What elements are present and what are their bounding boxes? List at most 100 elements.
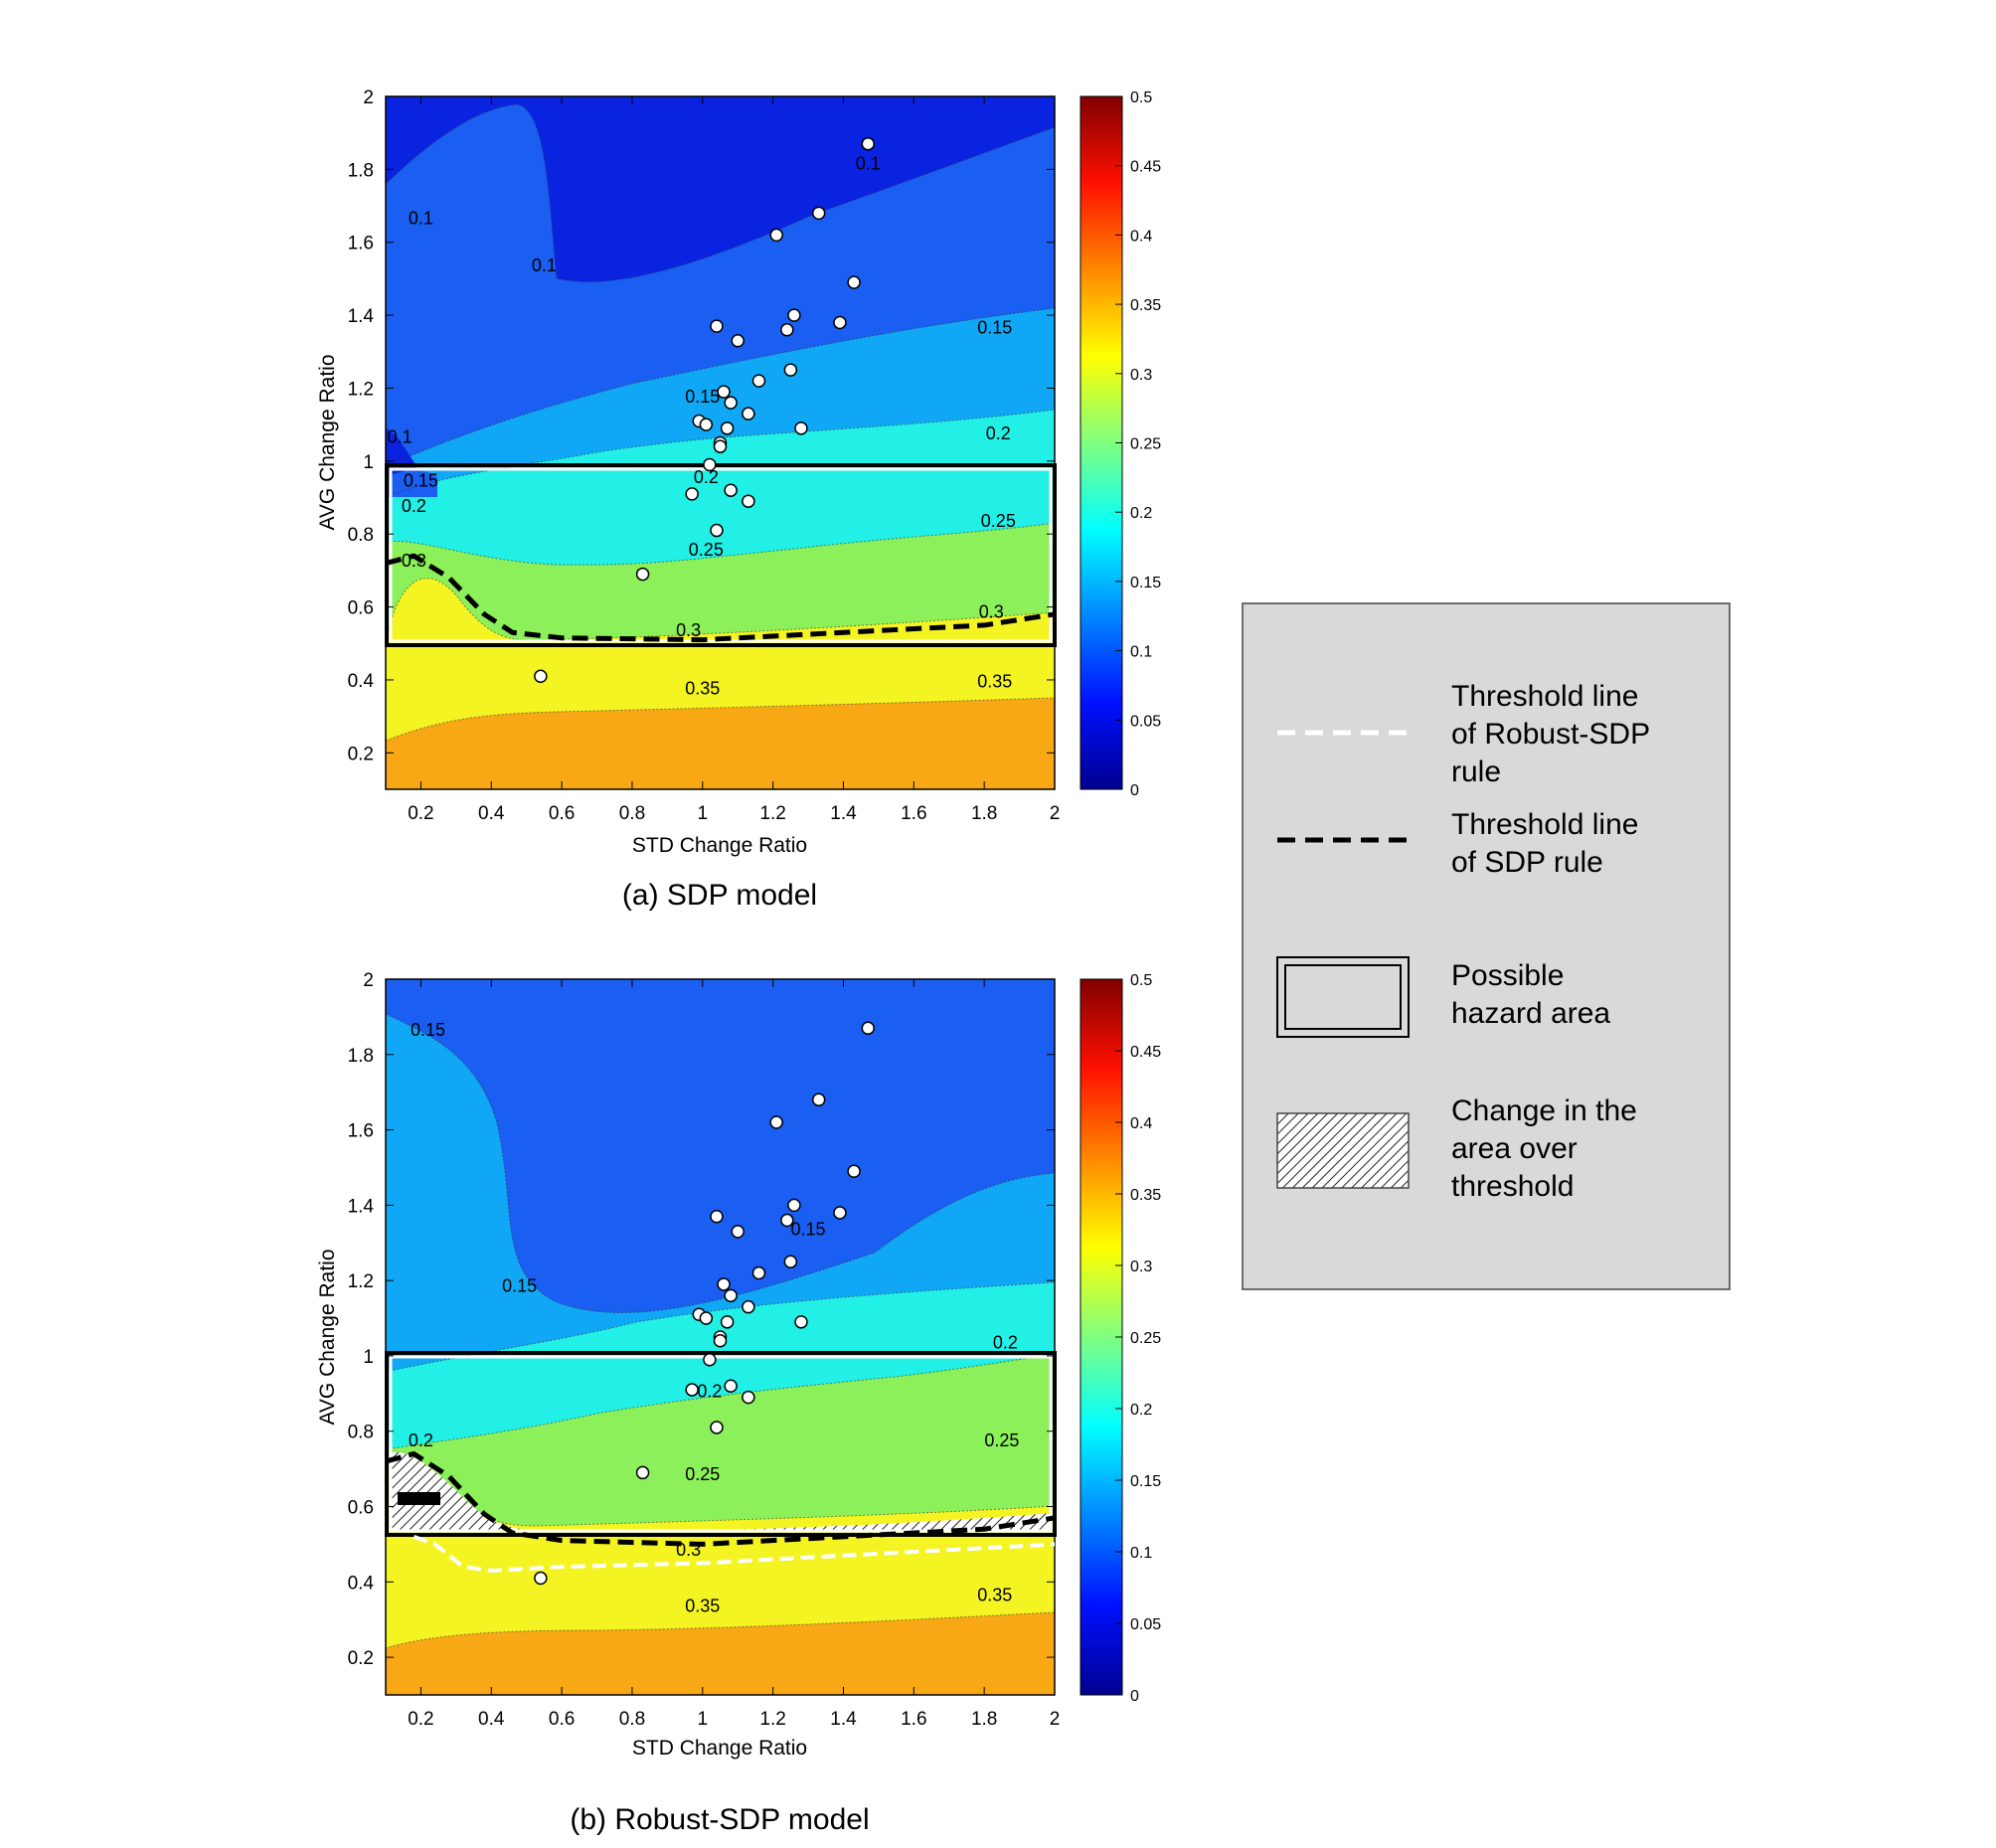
data-point: [847, 275, 861, 289]
data-point: [742, 1390, 755, 1405]
legend-item-label: Possible: [1451, 959, 1564, 992]
legend-item-label: of Robust-SDP: [1451, 718, 1650, 751]
legend-item-label: area over: [1451, 1132, 1578, 1165]
panel-a-caption: (a) SDP model: [622, 879, 817, 912]
y-tick-label: 1.2: [348, 1271, 374, 1292]
panel-a-x-ticks: 0.2 0.4 0.6 0.8 1 1.2 1.4 1.6 1.8 2: [408, 96, 1060, 824]
data-point: [710, 523, 724, 538]
x-tick-label: 0.4: [478, 803, 505, 824]
data-point: [811, 1092, 826, 1107]
data-point: [731, 1225, 745, 1239]
colorbar-tick-label: 0.4: [1130, 1115, 1152, 1132]
legend-labels: Threshold line of Robust-SDP rule Threshold…: [1451, 680, 1650, 1203]
data-point: [769, 228, 783, 243]
threshold-line-sdp: [385, 553, 1056, 643]
data-point: [769, 1115, 783, 1129]
data-point: [717, 385, 731, 399]
colorbar-tick-label: 0.5: [1130, 89, 1152, 106]
x-tick-label: 0.6: [549, 1709, 575, 1730]
contour-label: 0.2: [993, 1332, 1018, 1352]
contour-label: 0.35: [685, 1596, 720, 1616]
legend-item-label: Threshold line: [1451, 808, 1638, 841]
data-point: [710, 1421, 724, 1434]
colorbar-tick-label: 0.3: [1130, 1259, 1152, 1275]
colorbar-tick-label: 0.15: [1130, 1473, 1161, 1490]
contour-label: 0.35: [977, 671, 1012, 691]
y-tick-label: 1: [363, 1347, 374, 1368]
colorbar-tick-label: 0.2: [1130, 505, 1152, 522]
y-tick-label: 0.4: [348, 1573, 375, 1594]
contour-label: 0.15: [685, 387, 720, 407]
x-tick-label: 0.6: [549, 803, 575, 824]
data-point: [685, 1383, 699, 1397]
region-b-blue: [386, 979, 1055, 1313]
data-point: [742, 494, 755, 508]
contour-label: 0.2: [694, 467, 719, 487]
contour-label: 0.2: [409, 1430, 433, 1450]
data-point: [742, 1299, 755, 1314]
data-point: [720, 421, 735, 435]
contour-label: 0.3: [676, 620, 701, 640]
panel-a-colorbar-ticks: 0 0.05 0.1 0.15 0.2 0.25 0.3 0.35 0.4 0.45 0.5: [1115, 89, 1161, 799]
x-tick-label: 0.2: [408, 803, 433, 824]
data-point: [635, 1465, 650, 1480]
legend-item-label: rule: [1451, 756, 1501, 788]
x-tick-label: 0.8: [619, 1709, 645, 1730]
panel-a-contour-fill: [386, 96, 1055, 789]
data-point: [724, 483, 738, 497]
panel-b-threshold-robust: [413, 1534, 1056, 1573]
legend: Threshold line of Robust-SDP rule Threshold…: [1242, 602, 1731, 1290]
contour-label: 0.15: [977, 317, 1012, 337]
legend-double-border-box: [1276, 956, 1410, 1038]
data-point: [811, 206, 826, 221]
panel-b-axes-box: [385, 978, 1056, 1696]
colorbar-tick-label: 0: [1130, 1688, 1139, 1705]
panel-a-x-axis-label: STD Change Ratio: [632, 834, 807, 857]
data-point: [717, 1277, 731, 1291]
contour-label: 0.15: [502, 1276, 537, 1296]
colorbar-tick-label: 0.45: [1130, 1044, 1161, 1061]
panel-b-data-points: [534, 1021, 876, 1586]
contour-label: 0.25: [689, 540, 724, 560]
x-tick-label: 1.2: [759, 1709, 785, 1730]
data-point: [635, 567, 650, 582]
x-tick-label: 1.4: [830, 1709, 857, 1730]
threshold-line-sdp: [385, 1450, 1056, 1547]
contour-label: 0.3: [979, 602, 1004, 622]
colorbar-tick-label: 0.4: [1130, 228, 1152, 245]
data-point: [724, 1288, 738, 1303]
y-tick-label: 0.8: [348, 1423, 374, 1443]
panel-b-x-axis-label: STD Change Ratio: [632, 1737, 807, 1760]
data-point: [787, 308, 801, 322]
data-point: [794, 1315, 808, 1329]
y-tick-label: 0.6: [348, 1498, 374, 1519]
contour-label: 0.3: [402, 551, 426, 571]
data-point: [703, 1352, 717, 1367]
data-point: [794, 421, 808, 435]
legend-hatched-box: [1276, 1112, 1410, 1189]
data-point: [783, 1255, 798, 1268]
y-tick-label: 0.6: [348, 598, 374, 619]
data-point: [720, 1315, 735, 1329]
panel-b-caption: (b) Robust-SDP model: [570, 1803, 869, 1836]
contour-label: 0.25: [984, 1430, 1019, 1450]
panel-b-contour-labels: 0.150.150.150.20.20.20.250.250.30.350.35: [409, 1020, 1019, 1616]
data-point: [713, 439, 728, 453]
panel-b-colorbar: [1080, 978, 1123, 1696]
colorbar-tick-label: 0.3: [1130, 367, 1152, 384]
x-tick-label: 2: [1050, 1709, 1061, 1730]
legend-item-label: of SDP rule: [1451, 846, 1603, 879]
panel-a-axes-box: [385, 95, 1056, 790]
x-tick-label: 0.8: [619, 803, 645, 824]
panel-a-y-axis-label: AVG Change Ratio: [316, 354, 339, 530]
colorbar-tick-label: 0.05: [1130, 1616, 1161, 1633]
x-tick-label: 0.4: [478, 1709, 505, 1730]
x-tick-label: 1.8: [971, 803, 997, 824]
y-tick-label: 2: [363, 87, 374, 108]
data-point: [703, 457, 717, 472]
data-point: [724, 1379, 738, 1394]
data-point: [534, 669, 548, 684]
contour-label: 0.1: [409, 208, 433, 228]
data-point: [713, 1334, 728, 1348]
